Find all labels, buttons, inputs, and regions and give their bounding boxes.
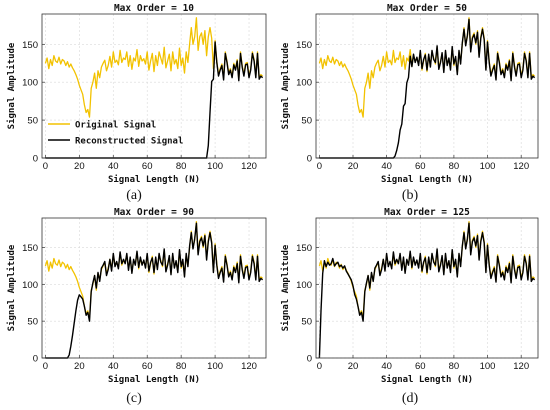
panel-title: Max Order = 125 [384,207,470,218]
y-tick-label: 150 [296,40,312,51]
panel-title: Max Order = 90 [114,207,194,218]
legend-label: Original Signal [75,120,156,131]
x-tick-label: 0 [317,161,322,172]
y-axis-title: Signal Amplitude [6,42,17,129]
x-tick-label: 60 [142,161,153,172]
x-tick-label: 0 [317,361,322,372]
x-tick-label: 20 [74,361,85,372]
x-tick-label: 0 [43,161,48,172]
y-tick-label: 100 [22,280,38,291]
plot-frame [41,13,267,159]
x-tick-label: 80 [176,161,187,172]
y-axis-title: Signal Amplitude [280,244,291,331]
x-tick-label: 100 [480,161,496,172]
x-tick-label: 100 [207,161,223,172]
x-tick-label: 60 [142,361,153,372]
reconstructed-signal-line [45,222,264,359]
y-tick-label: 100 [296,78,312,89]
y-tick-label: 0 [33,354,38,365]
x-axis-title: Signal Length (N) [108,174,200,185]
plot-frame [315,13,539,159]
reconstructed-signal-line [319,18,536,159]
y-tick-label: 50 [301,317,312,328]
chart-panel-1: 0 20 40 60 80 100 120 0 50 100 150 Max Order = 10 Si… [6,3,267,203]
x-tick-label: 20 [74,161,85,172]
x-tick-label: 60 [415,161,426,172]
x-tick-label: 40 [381,361,392,372]
x-tick-label: 120 [513,361,529,372]
y-axis-title: Signal Amplitude [280,42,291,129]
chart-panel-4: 0 20 40 60 80 100 120 0 50 100 150 Max Order = 125 S… [280,207,539,406]
x-tick-label: 60 [415,361,426,372]
y-axis-title: Signal Amplitude [6,244,17,331]
plot-frame [41,217,267,359]
y-tick-label: 50 [27,317,38,328]
x-tick-label: 20 [348,161,359,172]
plot-frame [315,217,539,359]
x-tick-label: 80 [449,361,460,372]
x-axis-title: Signal Length (N) [381,174,473,185]
x-tick-label: 0 [43,361,48,372]
x-axis-title: Signal Length (N) [381,374,473,385]
y-tick-label: 50 [301,116,312,127]
x-tick-label: 20 [348,361,359,372]
x-tick-label: 40 [108,161,119,172]
y-tick-label: 50 [27,116,38,127]
x-tick-label: 40 [381,161,392,172]
x-tick-label: 40 [108,361,119,372]
x-axis-title: Signal Length (N) [108,374,200,385]
reconstructed-signal-line [318,222,536,359]
x-tick-label: 120 [241,361,257,372]
y-tick-label: 150 [22,243,38,254]
panel-title: Max Order = 10 [114,3,194,14]
y-tick-label: 0 [307,154,312,165]
panel-caption: (d) [402,391,419,406]
y-tick-label: 100 [296,280,312,291]
y-tick-label: 100 [22,78,38,89]
chart-panel-3: 0 20 40 60 80 100 120 0 50 100 150 Max Order = 90 Si… [6,207,267,406]
x-tick-label: 80 [449,161,460,172]
x-tick-label: 120 [241,161,257,172]
panel-caption: (a) [126,188,142,203]
y-tick-label: 0 [307,354,312,365]
y-tick-label: 150 [296,243,312,254]
panel-caption: (c) [126,391,142,406]
legend: Original Signal Reconstructed Signal [48,120,183,147]
x-tick-label: 100 [207,361,223,372]
x-tick-label: 80 [176,361,187,372]
panel-title: Max Order = 50 [387,3,467,14]
x-tick-label: 100 [480,361,496,372]
y-tick-label: 0 [33,154,38,165]
legend-label: Reconstructed Signal [75,136,183,147]
panel-caption: (b) [402,188,419,203]
y-tick-label: 150 [22,40,38,51]
chart-panel-2: 0 20 40 60 80 100 120 0 50 100 150 Max Order = 50 Si… [280,3,539,203]
x-tick-label: 120 [513,161,529,172]
original-signal-line [44,17,264,118]
